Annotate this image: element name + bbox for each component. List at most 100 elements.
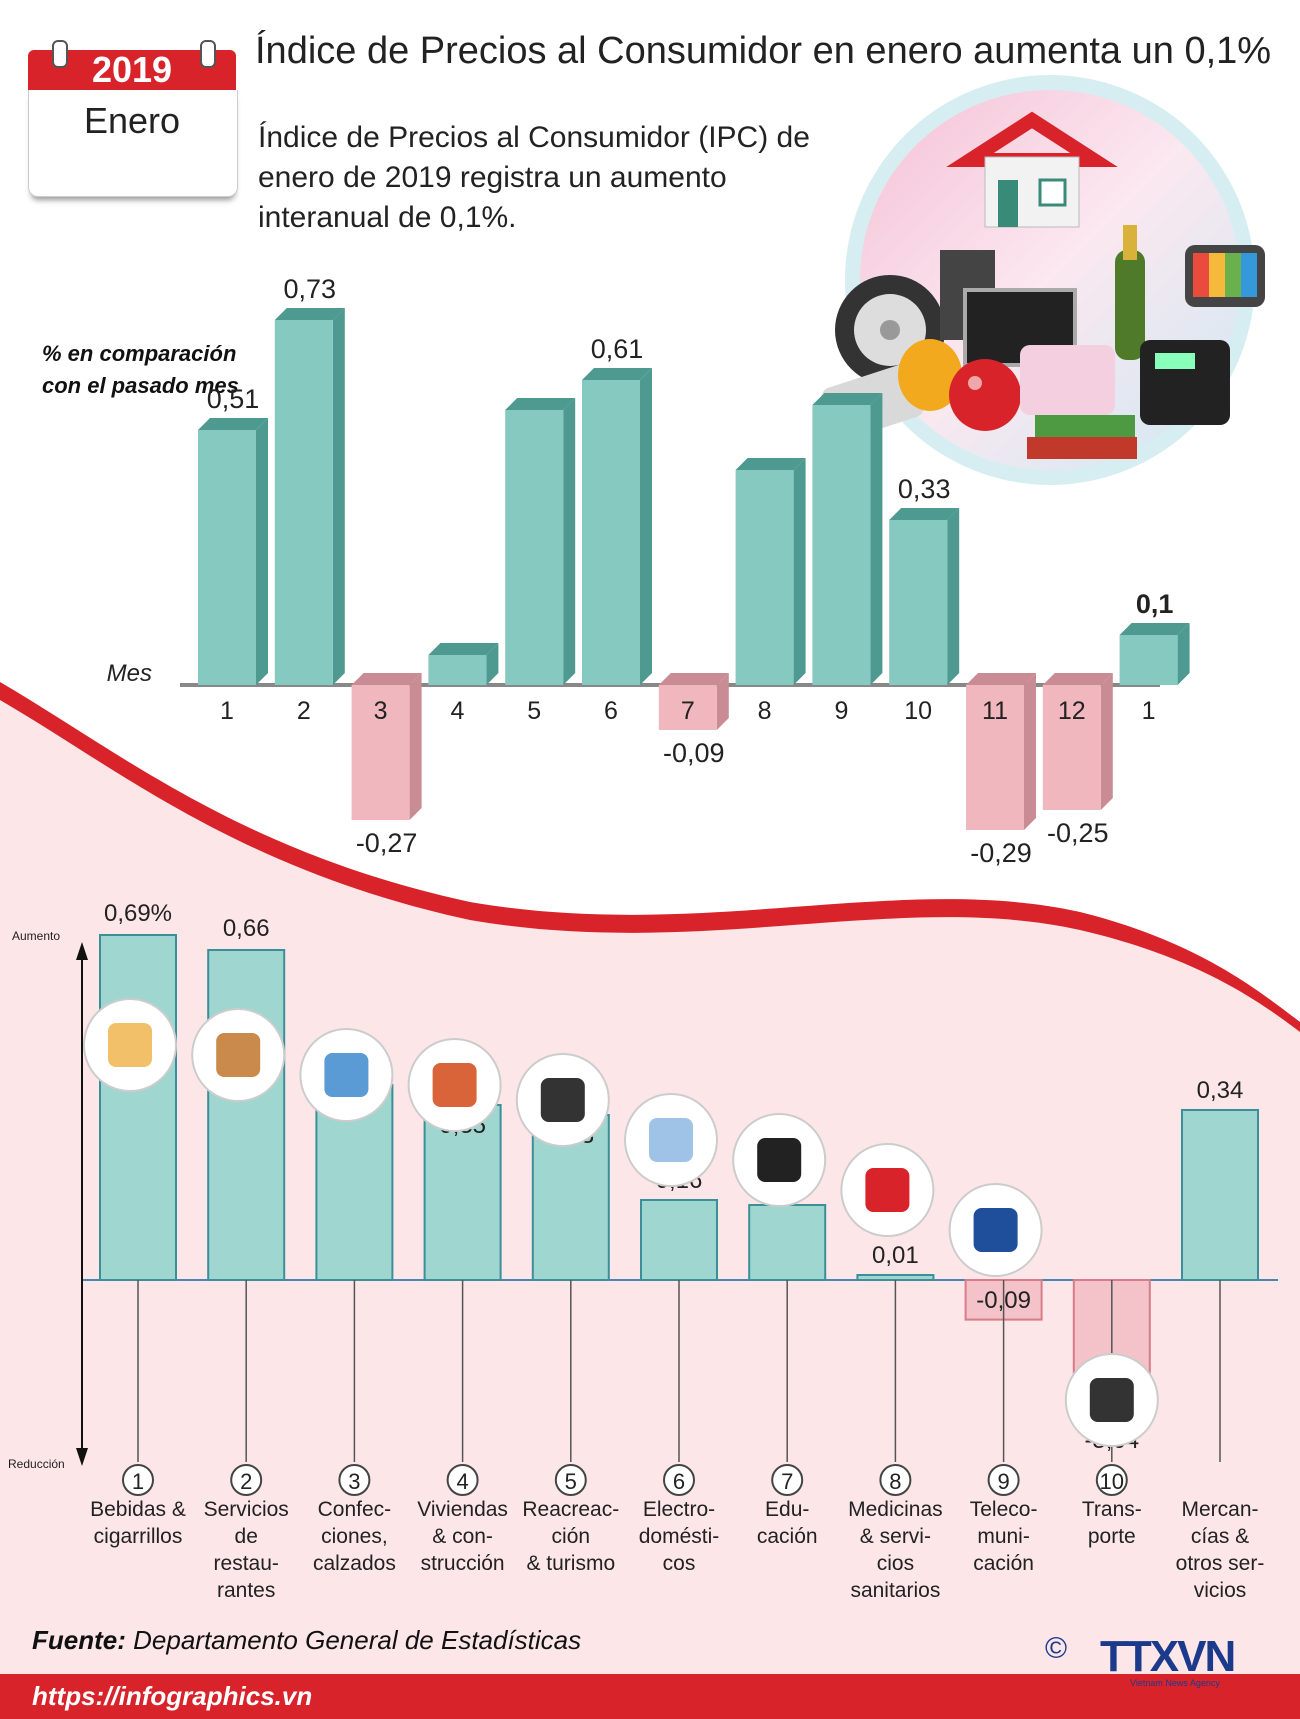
pepper-icon xyxy=(898,339,962,411)
chart1-bar-top xyxy=(889,508,960,520)
icon-glyph xyxy=(216,1033,261,1077)
chart1-bar-top xyxy=(428,643,499,655)
chart1-bar-side xyxy=(870,393,883,685)
page-subtitle: Índice de Precios al Consumidor (IPC) de… xyxy=(258,121,810,234)
chart1-bar-11 xyxy=(966,673,1036,830)
consumer-goods-illustration xyxy=(821,75,1265,485)
chart2-number: 4 xyxy=(456,1469,468,1494)
chart2-number: 5 xyxy=(565,1469,577,1494)
chart2-bar-rect xyxy=(99,934,177,1281)
chart2-category-label: vicios xyxy=(1194,1579,1247,1602)
chart1-bar-face xyxy=(274,320,333,685)
champagne-bottle-icon xyxy=(1115,225,1145,360)
chart1-tick-label: 1 xyxy=(1142,697,1156,725)
chart1-bar-face xyxy=(735,470,794,685)
chart1-data-label: 0,51 xyxy=(207,384,260,414)
icon-glyph xyxy=(324,1053,369,1097)
chart2-category-label: muni- xyxy=(977,1525,1030,1548)
icon-glyph xyxy=(649,1118,693,1162)
medicine-capsule-icon xyxy=(840,1143,935,1237)
chart1-bar-side xyxy=(409,673,422,820)
chart1-axis-label-line1: % en comparación xyxy=(42,341,237,366)
chart1-bar-top xyxy=(658,673,729,685)
chart2-bar-2 xyxy=(207,949,286,1281)
chart1-bar-face xyxy=(966,685,1024,830)
chart2-category-label: otros ser- xyxy=(1176,1552,1265,1575)
chart2-bar-11 xyxy=(1181,1109,1259,1281)
copyright-symbol: © xyxy=(1045,1632,1068,1665)
chart2-data-label: -0,09 xyxy=(976,1287,1031,1314)
radio-tower-icon xyxy=(948,1183,1043,1277)
chart2-category-label: cación xyxy=(973,1552,1034,1575)
chart1-data-label: -0,09 xyxy=(663,738,725,768)
calendar-body xyxy=(28,90,238,197)
chart2-number: 9 xyxy=(997,1469,1009,1494)
chart2-category-label: & con- xyxy=(432,1525,493,1548)
chart1-bar-top xyxy=(812,393,883,405)
chart2-number-circle xyxy=(338,1464,371,1496)
chart2-number-circle xyxy=(554,1464,587,1496)
chart1-tick-label: 3 xyxy=(374,697,388,725)
chart1-bar-face xyxy=(428,655,487,685)
chart2-bar-rect xyxy=(423,1104,502,1281)
house-icon xyxy=(946,111,1118,228)
chart1-bar-side xyxy=(793,458,806,685)
clothes-shoes-icon xyxy=(299,1028,394,1122)
category-cpi-chart: Aumento Reducción 0,69% 1 Bebidas & cigarrill… xyxy=(8,900,1278,1602)
icon-glyph xyxy=(757,1138,802,1182)
chart1-bar-face xyxy=(582,380,640,685)
chart2-category-label: strucción xyxy=(421,1552,505,1575)
chart1-bar-side xyxy=(1177,623,1190,685)
chart2-category-label: Reacreac- xyxy=(522,1498,619,1521)
chart2-bar-8 xyxy=(856,1274,935,1281)
chart1-bar-top xyxy=(198,418,268,430)
chart1-tick-label: 4 xyxy=(450,697,464,725)
chart1-bar-side xyxy=(947,508,960,685)
chart2-data-label: 0,01 xyxy=(872,1242,919,1269)
chart1-bar-top xyxy=(1119,623,1190,635)
chart2-number-circle xyxy=(879,1464,912,1496)
chart1-data-label: 0,61 xyxy=(591,334,644,364)
source-text: Departamento General de Estadísticas xyxy=(133,1625,582,1655)
calendar-ring-right xyxy=(200,40,216,68)
chart2-number-circle xyxy=(987,1464,1020,1496)
chart2-data-label: 0,69% xyxy=(104,900,172,927)
chart1-data-label: 0,33 xyxy=(898,474,951,504)
chart2-bar-rect xyxy=(640,1199,718,1281)
chart2-category-label: & turismo xyxy=(526,1552,615,1575)
chart1-data-label: 0,73 xyxy=(284,274,337,304)
chart1-bar-10 xyxy=(889,508,960,685)
monthly-cpi-chart: Mes 1 0,51 2 0,73 3 -0,27 4 5 6 0,61 7 -0,09 8 9 10 0,33… xyxy=(107,274,1190,868)
chart2-category-label: Viviendas xyxy=(417,1498,508,1521)
chart2-category-label: sanitarios xyxy=(850,1579,940,1602)
chart1-data-label: 0,1 xyxy=(1136,589,1174,619)
chart2-category-label: cigarrillos xyxy=(94,1525,183,1548)
chart1-bar-side xyxy=(1100,673,1113,810)
chart2-bar-rect xyxy=(856,1274,935,1281)
chart2-bar-rect xyxy=(748,1204,827,1281)
chart2-number-circle xyxy=(771,1464,804,1496)
chart2-number: 10 xyxy=(1100,1469,1124,1494)
chart1-bar-7 xyxy=(658,673,729,730)
chart1-tick-label: 2 xyxy=(297,697,311,725)
chart2-category-label: & servi- xyxy=(860,1525,931,1548)
chart1-data-label: -0,29 xyxy=(970,838,1032,868)
calendar-badge: 2019 Enero xyxy=(28,40,238,202)
chart2-category-label: Confec- xyxy=(318,1498,392,1521)
chart1-bar-top xyxy=(735,458,806,470)
chart2-number-circle xyxy=(122,1464,154,1496)
chart1-tick-label: 12 xyxy=(1058,697,1086,725)
footer-url[interactable]: https://infographics.vn xyxy=(32,1681,313,1711)
clapperboard-icon xyxy=(515,1053,610,1147)
chart1-bar-5 xyxy=(505,398,576,685)
chart1-data-label: -0,27 xyxy=(356,828,418,858)
chart1-bar-1 xyxy=(198,418,268,685)
tv-icon xyxy=(1185,245,1265,307)
chart2-number-circle xyxy=(230,1464,263,1496)
chart2-arrow-up xyxy=(76,942,88,960)
tomato-icon xyxy=(949,359,1021,431)
chart1-bar-13 xyxy=(1119,623,1190,685)
chart1-bar-side xyxy=(716,673,729,730)
chart2-category-label: calzados xyxy=(313,1552,396,1575)
source-line: Fuente: Departamento General de Estadíst… xyxy=(32,1625,581,1656)
